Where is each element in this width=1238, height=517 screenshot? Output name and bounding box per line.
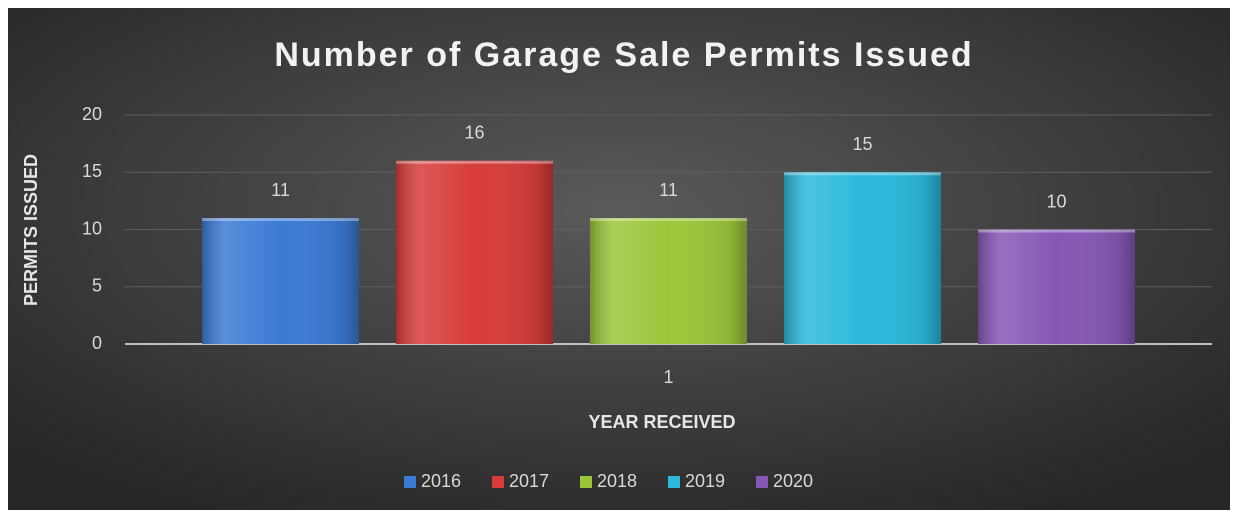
bar-shine bbox=[202, 218, 359, 344]
x-tick-label: 1 bbox=[663, 367, 673, 387]
y-tick-label: 15 bbox=[82, 161, 102, 181]
legend-swatch bbox=[756, 476, 768, 488]
x-axis-title: YEAR RECEIVED bbox=[588, 412, 735, 432]
data-label: 11 bbox=[271, 180, 290, 200]
y-tick-label: 5 bbox=[92, 276, 102, 296]
legend-swatch bbox=[580, 476, 592, 488]
data-label: 11 bbox=[659, 180, 678, 200]
y-tick-label: 0 bbox=[92, 333, 102, 353]
legend-swatch bbox=[492, 476, 504, 488]
bar-shine bbox=[396, 160, 553, 344]
bar-shine bbox=[978, 229, 1135, 344]
bar-top bbox=[396, 160, 553, 164]
legend-swatch bbox=[404, 476, 416, 488]
bar-top bbox=[978, 229, 1135, 233]
legend-label: 2019 bbox=[685, 471, 725, 491]
legend-label: 2017 bbox=[509, 471, 549, 491]
legend-label: 2016 bbox=[421, 471, 461, 491]
y-tick-label: 10 bbox=[82, 218, 102, 238]
y-tick-label: 20 bbox=[82, 104, 102, 124]
legend-label: 2020 bbox=[773, 471, 813, 491]
bar-top bbox=[590, 218, 747, 222]
bar-shine bbox=[784, 172, 941, 344]
data-label: 16 bbox=[464, 123, 484, 143]
legend-label: 2018 bbox=[597, 471, 637, 491]
bar-top bbox=[202, 218, 359, 222]
chart-title: Number of Garage Sale Permits Issued bbox=[274, 36, 973, 74]
data-label: 10 bbox=[1046, 191, 1066, 211]
data-label: 15 bbox=[852, 134, 872, 154]
bar-shine bbox=[590, 218, 747, 344]
bar-top bbox=[784, 172, 941, 176]
y-axis-title: PERMITS ISSUED bbox=[21, 154, 41, 306]
legend-swatch bbox=[668, 476, 680, 488]
